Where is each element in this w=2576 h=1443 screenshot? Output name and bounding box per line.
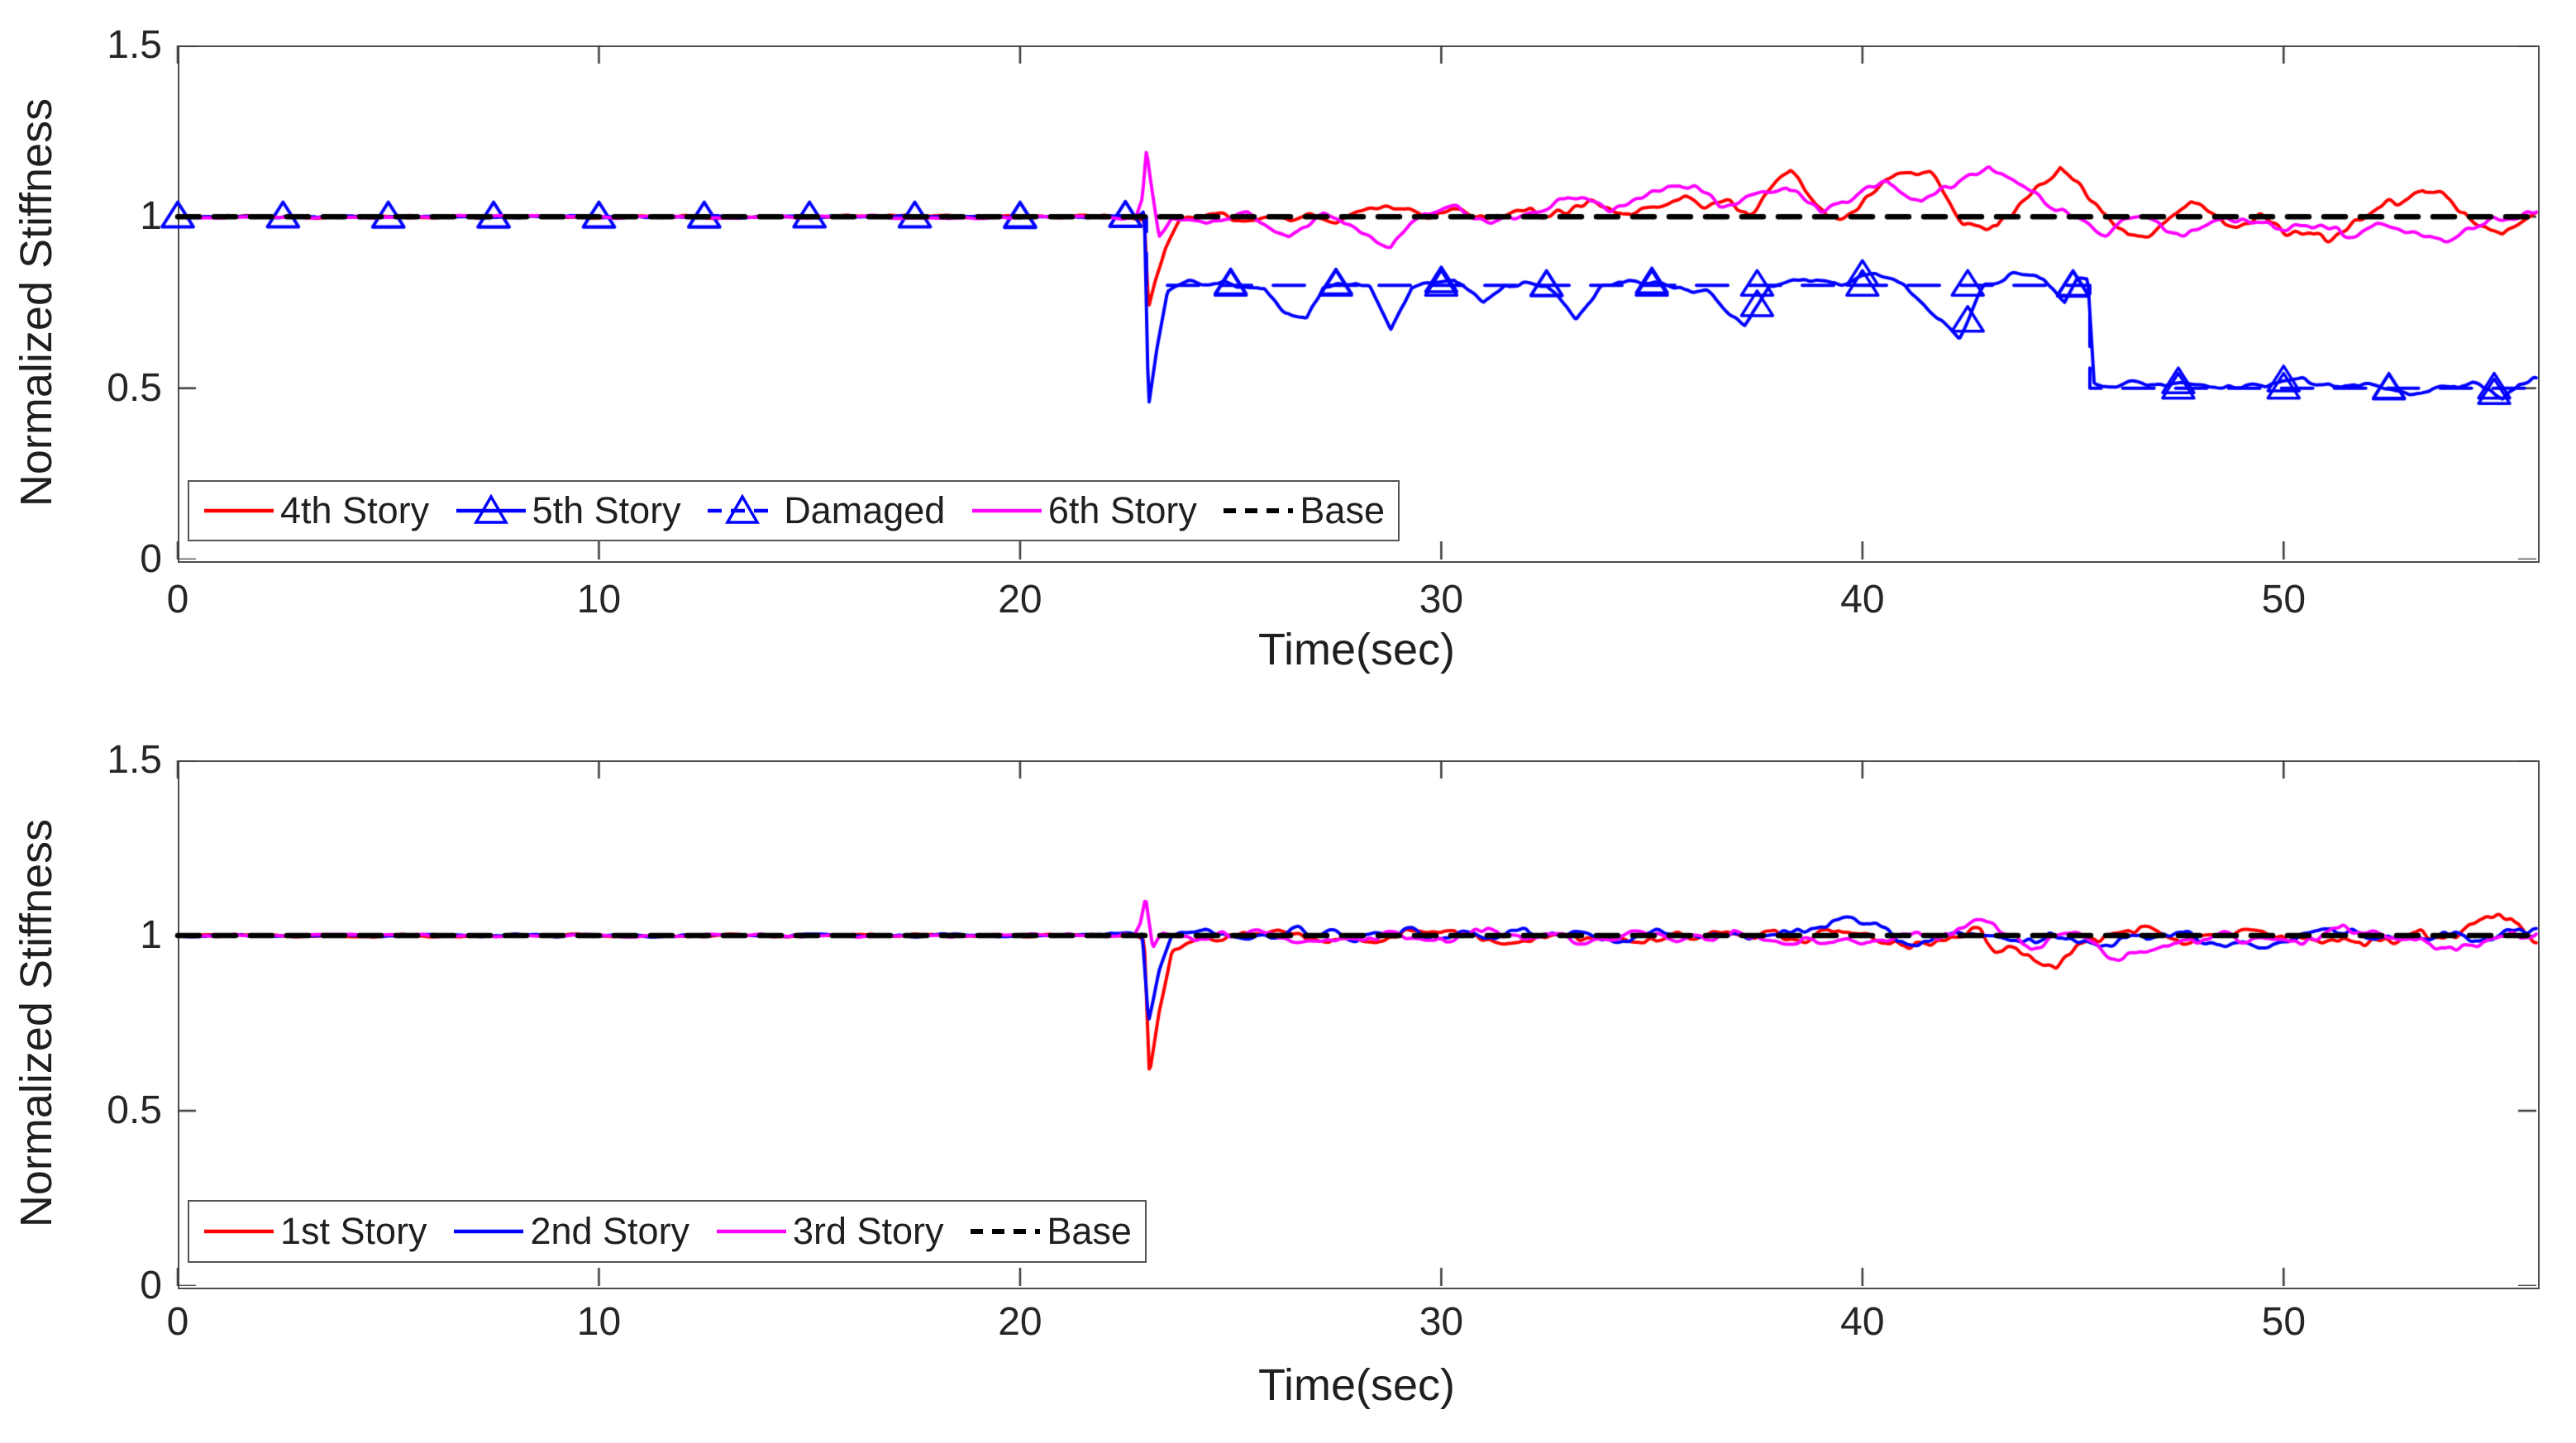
legend-item-base: Base — [969, 1210, 1132, 1253]
y-tick-label: 0 — [140, 1264, 162, 1307]
y-tick-label: 1.5 — [107, 738, 162, 782]
y-tick-label: 0.5 — [107, 1088, 162, 1132]
legend-item-6th-story: 6th Story — [971, 489, 1197, 532]
legend-item-4th-story: 4th Story — [203, 489, 429, 532]
legend-item-5th-story: 5th Story — [455, 489, 681, 532]
legend-line-sample-icon — [204, 508, 274, 513]
top-y-axis-label: Normalized Stiffness — [12, 98, 61, 507]
x-tick-label: 20 — [998, 1300, 1042, 1344]
triangle-marker-icon — [725, 493, 761, 524]
bottom-plot-canvas — [153, 760, 2561, 1286]
legend-item-3rd-story: 3rd Story — [715, 1210, 944, 1253]
legend-label: 1st Story — [280, 1210, 427, 1252]
y-tick-label: 1 — [140, 913, 162, 957]
y-tick-label: 0.5 — [107, 365, 162, 410]
legend-item-base: Base — [1222, 489, 1385, 532]
legend-line-sample-icon — [708, 493, 778, 524]
top-legend: 4th Story 5th Story Damaged 6th Story Base — [188, 480, 1400, 541]
legend-label: 5th Story — [532, 489, 681, 531]
x-tick-label: 50 — [2261, 578, 2306, 621]
legend-label: 6th Story — [1047, 489, 1197, 531]
x-tick-label: 30 — [1419, 1300, 1464, 1344]
x-tick-label: 0 — [166, 578, 189, 621]
legend-item-1st-story: 1st Story — [203, 1210, 427, 1253]
x-tick-label: 40 — [1840, 578, 1885, 621]
legend-label: Base — [1047, 1210, 1132, 1252]
bottom-legend: 1st Story 2nd Story 3rd Story Base — [188, 1200, 1147, 1263]
legend-line-sample-icon — [1224, 508, 1294, 513]
legend-line-sample-icon — [456, 493, 526, 524]
x-tick-label: 10 — [576, 578, 622, 621]
legend-label: Base — [1300, 489, 1385, 531]
legend-label: Damaged — [784, 489, 946, 531]
legend-line-sample-icon — [971, 508, 1042, 513]
y-tick-label: 1.5 — [107, 23, 162, 67]
x-tick-label: 20 — [998, 578, 1042, 621]
top-x-axis-label: Time(sec) — [1258, 625, 1455, 674]
legend-label: 3rd Story — [792, 1210, 944, 1252]
x-tick-label: 30 — [1419, 578, 1464, 621]
y-tick-label: 1 — [140, 194, 162, 239]
top-plot-canvas — [153, 45, 2561, 560]
x-tick-label: 50 — [2261, 1300, 2306, 1344]
legend-line-sample-icon — [454, 1229, 524, 1234]
legend-line-sample-icon — [716, 1229, 786, 1234]
x-tick-label: 0 — [166, 1300, 189, 1344]
legend-label: 2nd Story — [530, 1210, 690, 1252]
bottom-x-axis-label: Time(sec) — [1258, 1360, 1455, 1410]
bottom-y-axis-label: Normalized Stiffness — [12, 818, 61, 1228]
triangle-marker-icon — [473, 493, 508, 524]
x-tick-label: 10 — [576, 1300, 622, 1344]
y-tick-label: 0 — [140, 537, 162, 581]
legend-label: 4th Story — [280, 489, 430, 531]
legend-line-sample-icon — [971, 1229, 1041, 1234]
legend-line-sample-icon — [204, 1229, 274, 1234]
legend-item-2nd-story: 2nd Story — [452, 1210, 689, 1253]
legend-item-damaged: Damaged — [706, 489, 945, 532]
x-tick-label: 40 — [1840, 1300, 1885, 1344]
